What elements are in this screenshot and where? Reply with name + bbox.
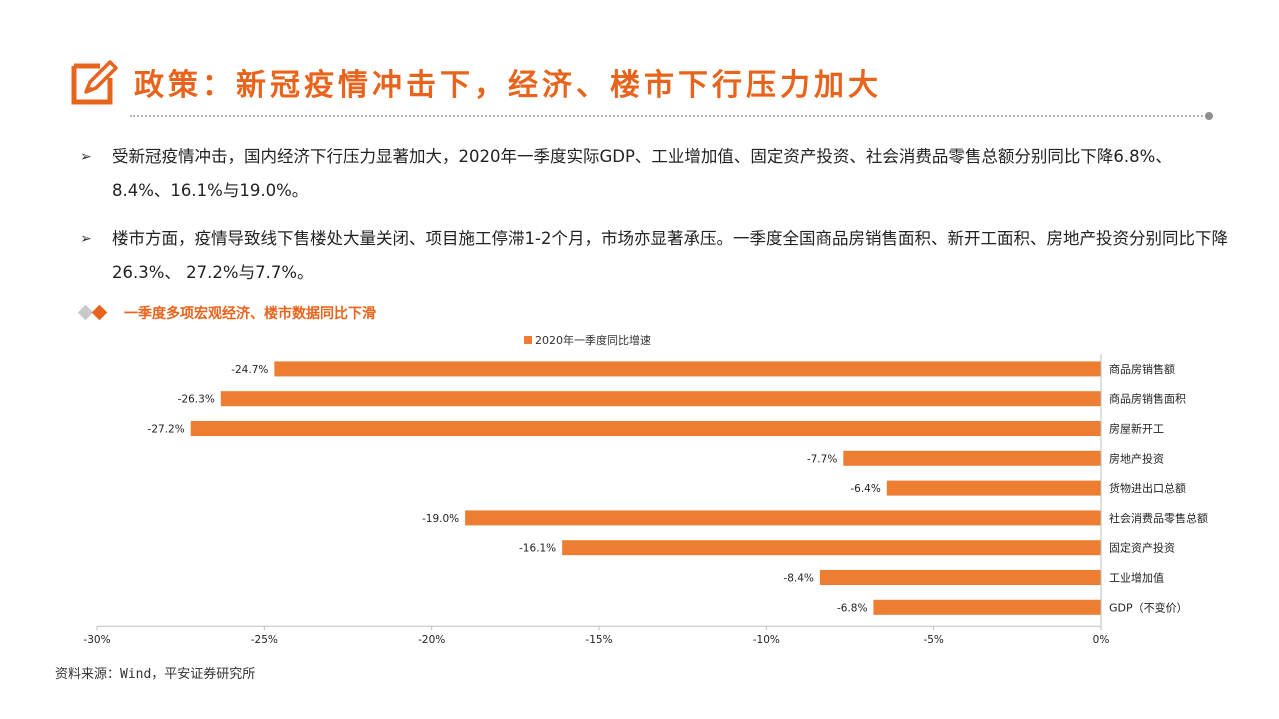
bar <box>562 540 1101 556</box>
data-label: -7.7% <box>807 453 837 465</box>
arrow-bullet-icon: ➢ <box>80 149 92 165</box>
x-tick-label: -20% <box>418 634 445 646</box>
category-label: 房地产投资 <box>1109 451 1164 465</box>
category-label: 固定资产投资 <box>1109 541 1175 555</box>
bar <box>190 421 1101 436</box>
bar-chart: 2020年一季度同比增速 -24.7% 商品房销售额 -26.3% 商品房销售面积 -2… <box>83 333 1208 646</box>
category-label: 商品房销售面积 <box>1109 392 1186 406</box>
x-tick-label: -30% <box>83 634 110 646</box>
category-label: 房屋新开工 <box>1109 422 1164 436</box>
bar <box>886 480 1101 496</box>
data-label: -6.4% <box>850 483 880 495</box>
category-label: 工业增加值 <box>1109 571 1164 585</box>
data-label: -16.1% <box>519 543 556 555</box>
page-title: 政策：新冠疫情冲击下，经济、楼市下行压力加大 <box>134 68 882 103</box>
bullet-item-economy: ➢ 受新冠疫情冲击，国内经济下行压力显著加大，2020年一季度实际GDP、工业增… <box>80 140 1230 208</box>
arrow-bullet-icon: ➢ <box>80 231 92 247</box>
x-tick-label: -15% <box>585 634 612 646</box>
chart-heading-text: 一季度多项宏观经济、楼市数据同比下滑 <box>124 306 376 322</box>
data-label: -24.7% <box>231 364 268 376</box>
data-label: -26.3% <box>178 394 215 406</box>
bullet-text: 受新冠疫情冲击，国内经济下行压力显著加大，2020年一季度实际GDP、工业增加值… <box>112 147 1172 200</box>
divider-end-dot <box>1205 112 1213 120</box>
legend-label: 2020年一季度同比增速 <box>535 333 651 347</box>
x-tick-label: 0% <box>1093 634 1110 646</box>
bar <box>274 361 1102 377</box>
x-tick-label: -25% <box>251 634 278 646</box>
x-tick-label: -5% <box>923 634 943 646</box>
bullet-text: 楼市方面，疫情导致线下售楼处大量关闭、项目施工停滞1-2个月，市场亦显著承压。一… <box>112 229 1228 282</box>
orange-diamond-icon <box>91 304 108 321</box>
edit-pencil-icon <box>71 60 118 105</box>
category-label: GDP（不变价） <box>1109 600 1188 614</box>
bar <box>465 510 1102 526</box>
data-label: -19.0% <box>422 513 459 525</box>
data-label: -8.4% <box>783 573 813 585</box>
category-label: 货物进出口总额 <box>1109 481 1186 495</box>
chart-legend: 2020年一季度同比增速 <box>524 333 651 347</box>
bar <box>220 391 1101 407</box>
x-tick-label: -10% <box>753 634 780 646</box>
category-label: 社会消费品零售总额 <box>1109 511 1208 525</box>
legend-swatch <box>524 336 532 344</box>
bar <box>843 450 1101 466</box>
source-note: 资料来源：Wind，平安证券研究所 <box>55 667 256 682</box>
bullet-item-property: ➢ 楼市方面，疫情导致线下售楼处大量关闭、项目施工停滞1-2个月，市场亦显著承压… <box>80 222 1230 290</box>
title-divider <box>130 115 1210 117</box>
category-label: 商品房销售额 <box>1109 362 1175 376</box>
data-label: -27.2% <box>148 424 185 436</box>
bar <box>873 599 1101 615</box>
data-label: -6.8% <box>837 602 867 614</box>
bar <box>819 570 1101 585</box>
